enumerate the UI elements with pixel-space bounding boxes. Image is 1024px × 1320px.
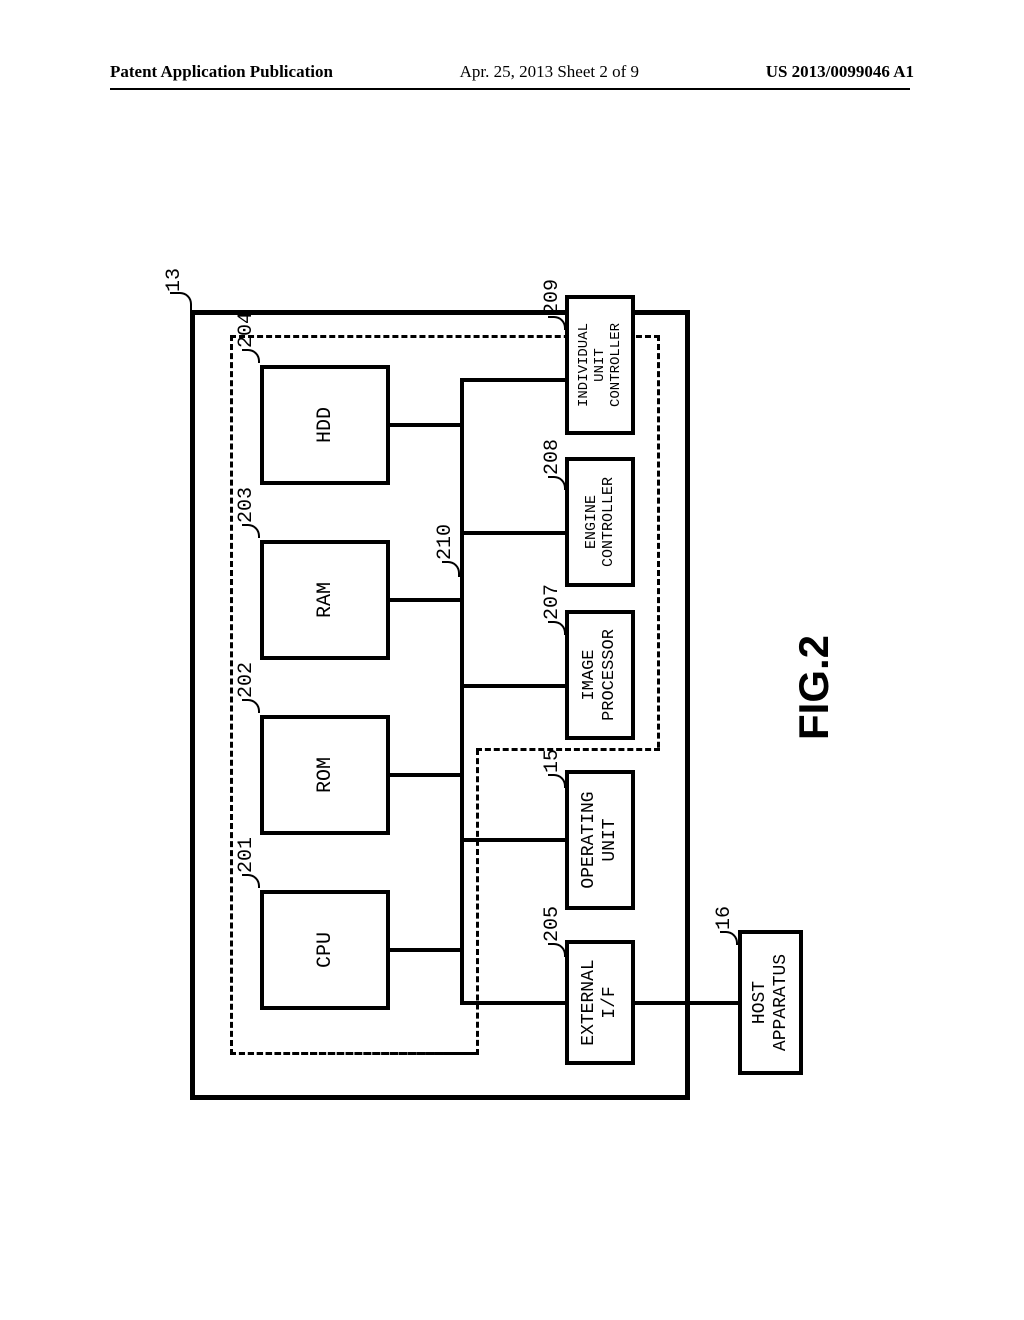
header-mid: Apr. 25, 2013 Sheet 2 of 9 xyxy=(460,62,639,82)
bus-v-host xyxy=(635,1001,740,1005)
bus-v-indctrl xyxy=(460,378,568,382)
dashed-seg-left xyxy=(230,1052,476,1055)
ref-202: 202 xyxy=(235,662,258,698)
ref-13: 13 xyxy=(163,268,186,292)
bus-v-imgproc xyxy=(460,684,568,688)
bus-v-cpu xyxy=(390,948,462,952)
ref-203: 203 xyxy=(235,487,258,523)
block-hdd: HDD xyxy=(260,365,390,485)
block-indctrl: INDIVIDUAL UNIT CONTROLLER xyxy=(565,295,635,435)
label-opunit: OPERATING UNIT xyxy=(579,791,620,888)
label-imgproc: IMAGE PROCESSOR xyxy=(580,629,619,721)
block-cpu: CPU xyxy=(260,890,390,1010)
label-extif: EXTERNAL I/F xyxy=(579,959,620,1045)
ref-15: 15 xyxy=(541,749,564,773)
header-left: Patent Application Publication xyxy=(110,62,333,82)
label-hdd: HDD xyxy=(314,407,337,443)
label-ram: RAM xyxy=(314,582,337,618)
header-right: US 2013/0099046 A1 xyxy=(766,62,914,82)
block-rom: ROM xyxy=(260,715,390,835)
label-engctrl: ENGINE CONTROLLER xyxy=(583,477,618,567)
dashed-seg-v2 xyxy=(476,748,660,751)
block-ram: RAM xyxy=(260,540,390,660)
ref-205: 205 xyxy=(541,906,564,942)
leader-13 xyxy=(170,292,192,310)
bus-v-extif xyxy=(460,1001,568,1005)
ref-201: 201 xyxy=(235,837,258,873)
block-extif: EXTERNAL I/F xyxy=(565,940,635,1065)
figure-label: FIG.2 xyxy=(790,635,838,740)
figure-inner: 13 210 CPU 201 ROM 202 RAM 203 HDD xyxy=(160,170,880,1140)
bus-v-opunit xyxy=(460,838,568,842)
page-header: Patent Application Publication Apr. 25, … xyxy=(0,62,1024,82)
ref-204: 204 xyxy=(235,312,258,348)
ref-207: 207 xyxy=(541,584,564,620)
block-imgproc: IMAGE PROCESSOR xyxy=(565,610,635,740)
bus-v-hdd xyxy=(390,423,462,427)
bus-v-rom xyxy=(390,773,462,777)
bus-v-engctrl xyxy=(460,531,568,535)
label-indctrl: INDIVIDUAL UNIT CONTROLLER xyxy=(576,323,624,407)
bus-horizontal xyxy=(460,380,464,1005)
bus-v-ram xyxy=(390,598,462,602)
ref-208: 208 xyxy=(541,439,564,475)
block-host: HOST APPARATUS xyxy=(738,930,803,1075)
dashed-seg-h1 xyxy=(476,749,479,1055)
label-cpu: CPU xyxy=(314,932,337,968)
ref-16: 16 xyxy=(713,906,736,930)
header-rule xyxy=(110,88,910,90)
ref-209: 209 xyxy=(541,279,564,315)
label-rom: ROM xyxy=(314,757,337,793)
leader-16 xyxy=(720,931,738,945)
block-engctrl: ENGINE CONTROLLER xyxy=(565,457,635,587)
page: Patent Application Publication Apr. 25, … xyxy=(0,0,1024,1320)
label-host: HOST APPARATUS xyxy=(750,954,791,1051)
figure-area: 13 210 CPU 201 ROM 202 RAM 203 HDD xyxy=(35,295,1005,1015)
ref-210: 210 xyxy=(434,524,457,560)
block-opunit: OPERATING UNIT xyxy=(565,770,635,910)
